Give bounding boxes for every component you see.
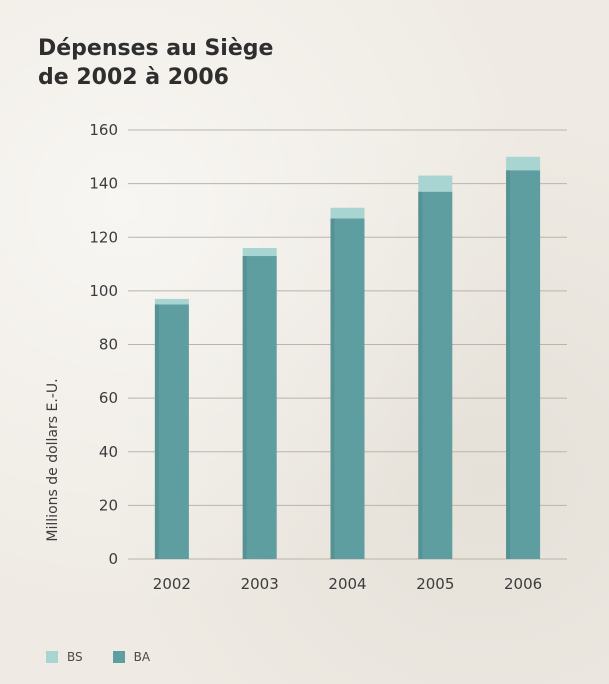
bar-bs bbox=[242, 247, 277, 257]
bar-ba bbox=[154, 304, 189, 559]
y-tick-label: 160 bbox=[89, 121, 118, 139]
legend-swatch-bs bbox=[46, 651, 58, 663]
x-tick-label: 2004 bbox=[328, 575, 366, 593]
bar-bs bbox=[506, 156, 541, 171]
legend-item-bs: BS bbox=[46, 650, 83, 664]
chart-title: Dépenses au Siège de 2002 à 2006 bbox=[38, 34, 273, 92]
bar-ba-shade bbox=[330, 218, 335, 559]
x-tick-label: 2005 bbox=[416, 575, 454, 593]
x-tick-label: 2002 bbox=[153, 575, 191, 593]
x-tick-label: 2003 bbox=[241, 575, 279, 593]
legend-swatch-ba bbox=[112, 651, 125, 663]
bars-layer bbox=[154, 156, 541, 559]
legend: BS BA bbox=[46, 650, 168, 664]
bar-ba bbox=[506, 170, 541, 559]
y-tick-label: 140 bbox=[89, 175, 118, 193]
ticks-layer: 0 20 40 60 80 100 120 140 160 2002 2003 2004 2005 200… bbox=[89, 121, 542, 593]
legend-item-ba: BA bbox=[112, 650, 151, 664]
bar-ba-shade bbox=[154, 304, 159, 559]
bar-ba-shade bbox=[418, 191, 423, 559]
legend-label-bs: BS bbox=[67, 650, 83, 664]
legend-label-ba: BA bbox=[133, 650, 151, 664]
y-tick-label: 60 bbox=[99, 389, 118, 407]
y-tick-label: 80 bbox=[99, 336, 118, 354]
bar-ba bbox=[242, 256, 277, 559]
bar-bs bbox=[418, 175, 453, 192]
y-tick-label: 120 bbox=[89, 228, 118, 246]
y-tick-label: 0 bbox=[108, 550, 118, 568]
bar-bs bbox=[330, 207, 365, 219]
y-tick-label: 20 bbox=[99, 496, 118, 514]
x-tick-label: 2006 bbox=[504, 575, 542, 593]
bar-ba bbox=[418, 191, 453, 559]
bar-ba-shade bbox=[506, 170, 511, 559]
y-tick-label: 40 bbox=[99, 443, 118, 461]
y-axis-label: Millions de dollars E.-U. bbox=[45, 378, 61, 541]
y-tick-label: 100 bbox=[89, 282, 118, 300]
bar-bs bbox=[154, 298, 189, 305]
bar-ba-shade bbox=[242, 256, 247, 559]
bar-ba bbox=[330, 218, 365, 559]
chart-title-line-1: Dépenses au Siège bbox=[38, 36, 274, 61]
chart-title-line-2: de 2002 à 2006 bbox=[38, 65, 229, 90]
